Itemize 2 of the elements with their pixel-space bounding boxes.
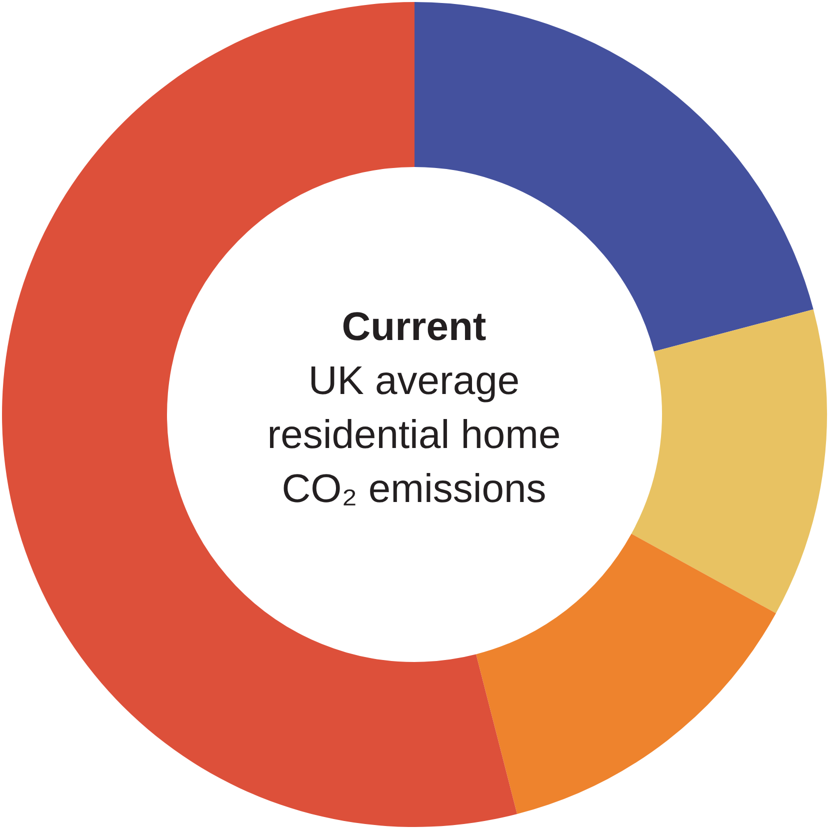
text: Current bbox=[340, 304, 488, 351]
text: UK average residential home CO₂ emissions bbox=[266, 358, 562, 513]
